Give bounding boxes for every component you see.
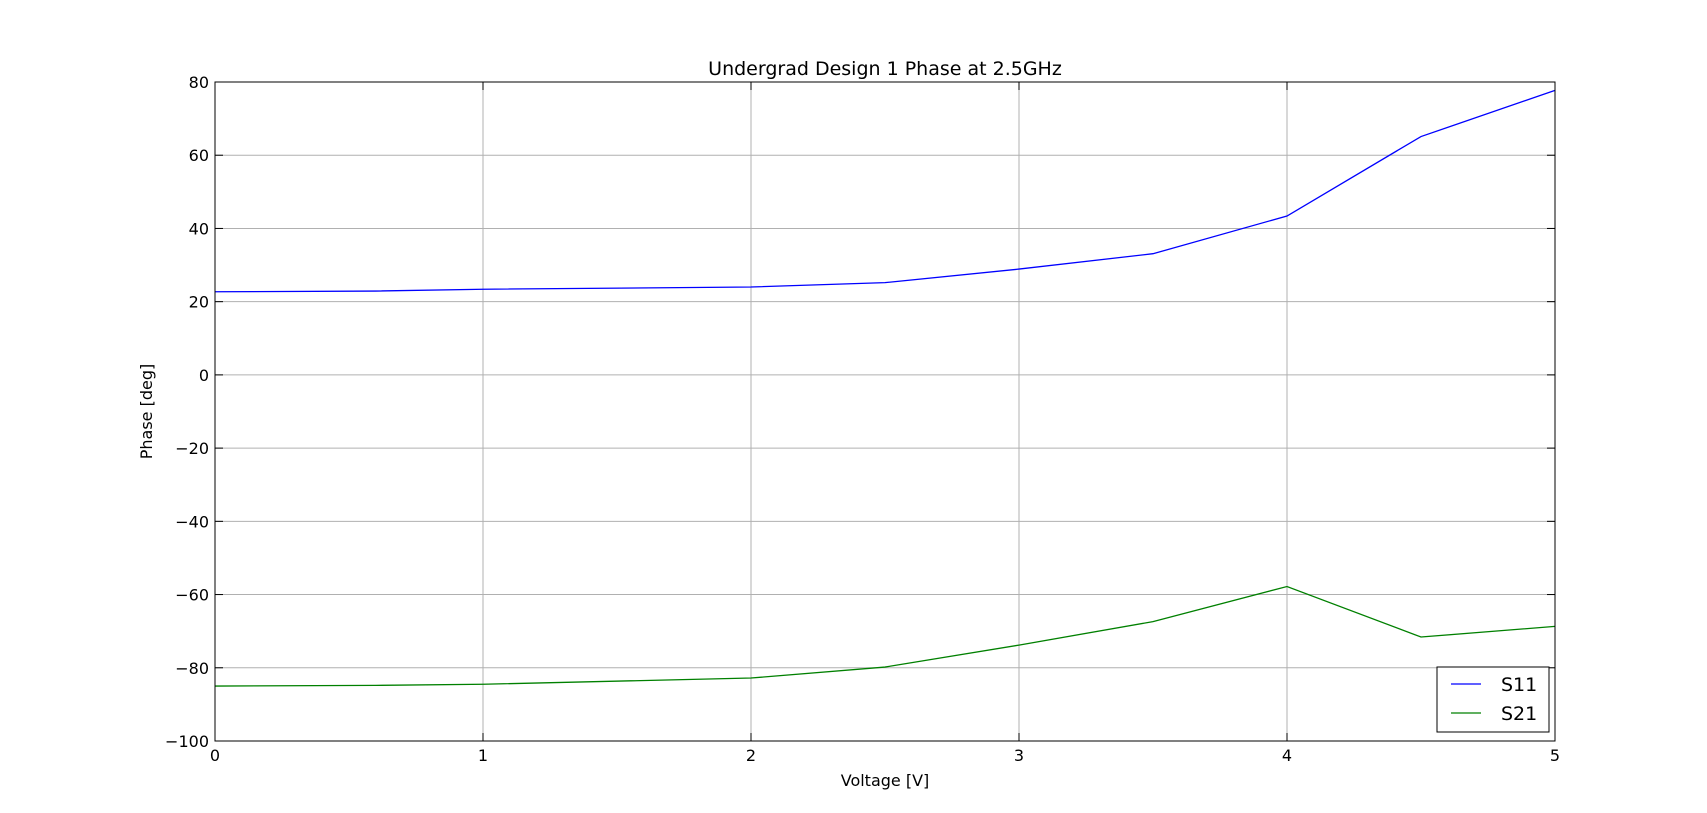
- x-tick-label: 3: [1014, 746, 1024, 765]
- y-tick-label: 40: [189, 219, 209, 238]
- y-axis-label: Phase [deg]: [137, 364, 156, 460]
- y-tick-label: −80: [175, 659, 209, 678]
- y-tick-label: 0: [199, 366, 209, 385]
- series-layer: [214, 89, 1556, 687]
- x-tick-label: 0: [210, 746, 220, 765]
- x-tick-label: 2: [746, 746, 756, 765]
- legend-label-s21: S21: [1501, 703, 1537, 725]
- x-tick-label: 5: [1550, 746, 1560, 765]
- x-tick-label: 4: [1282, 746, 1292, 765]
- series-line-s11: [214, 89, 1556, 293]
- y-tick-label: −20: [175, 439, 209, 458]
- x-tick-label: 1: [478, 746, 488, 765]
- y-tick-label: −100: [165, 732, 209, 751]
- grid: [214, 81, 1556, 742]
- y-tick-label: 80: [189, 73, 209, 92]
- y-tick-label: 20: [189, 293, 209, 312]
- y-tick-label: −60: [175, 586, 209, 605]
- legend-box: [1436, 666, 1550, 733]
- y-tick-label: −40: [175, 512, 209, 531]
- y-tick-label: 60: [189, 146, 209, 165]
- series-line-s21: [214, 585, 1556, 687]
- tick-labels: 0 1 2 3 4 5 −100 −80 −60 −40 −20 0 20 40 60 80: [165, 73, 1560, 765]
- chart-title: Undergrad Design 1 Phase at 2.5GHz: [708, 58, 1062, 80]
- legend-label-s11: S11: [1501, 674, 1537, 696]
- plot-frame: [214, 81, 1556, 742]
- x-axis-label: Voltage [V]: [841, 771, 930, 790]
